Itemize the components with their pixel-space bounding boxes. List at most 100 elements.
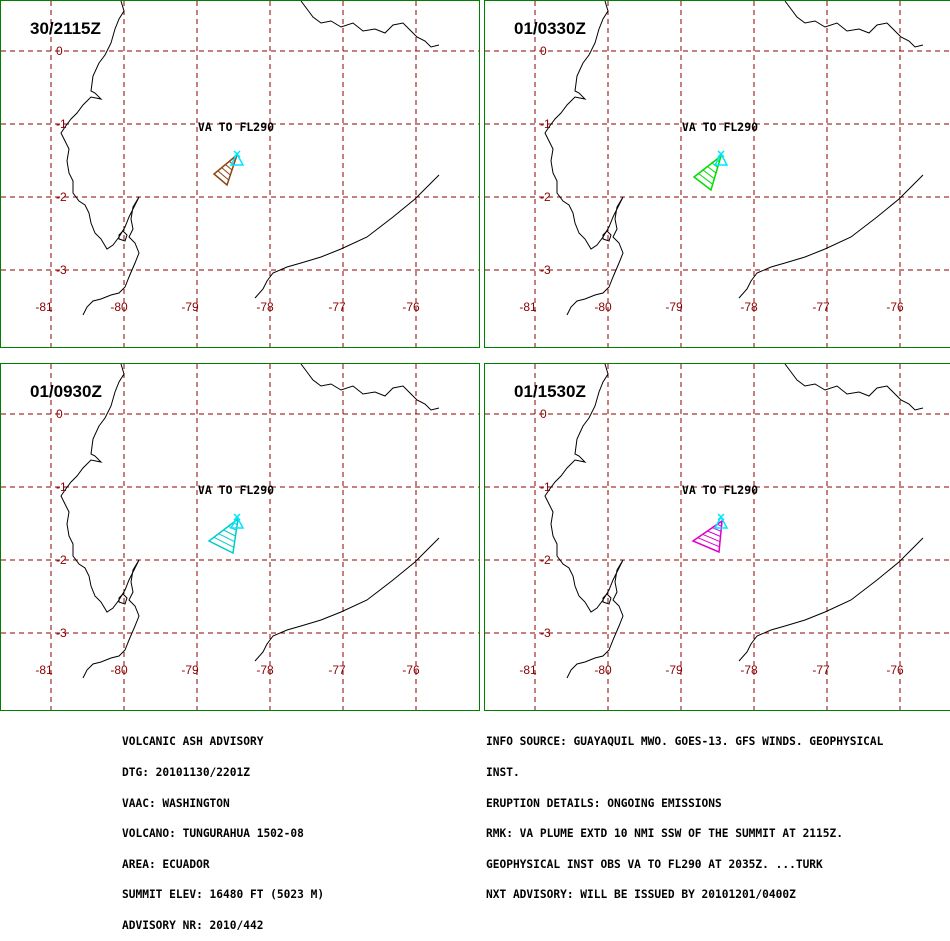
plume-level-label: VA TO FL290	[682, 120, 758, 134]
vent-x-mark	[717, 150, 725, 158]
lat-tick-label: 0	[56, 407, 63, 421]
vent-x-mark	[233, 513, 241, 521]
plume-level-label: VA TO FL290	[682, 483, 758, 497]
coastline-ecuador	[544, 364, 624, 679]
lat-tick-label: -1	[56, 117, 67, 131]
border-line	[738, 174, 924, 299]
lon-tick-label: -76	[402, 300, 420, 314]
map-canvas: 0 -1 -2 -3 -81 -80 -79 -78 -77 -76 VA TO FL290	[1, 364, 479, 710]
lon-tick-label: -78	[740, 300, 758, 314]
coastline-ecuador	[60, 364, 140, 679]
island	[602, 230, 612, 242]
advisory-line: DTG: 20101130/2201Z	[122, 766, 250, 779]
lon-tick-label: -81	[519, 663, 537, 677]
lon-tick-label: -80	[594, 663, 612, 677]
plume-hatch	[213, 536, 235, 548]
plume-hatch	[698, 173, 713, 185]
lon-tick-label: -77	[812, 663, 830, 677]
map-canvas: 0 -1 -2 -3 -81 -80 -79 -78 -77 -76 VA TO FL290	[485, 1, 950, 347]
map-canvas: 0 -1 -2 -3 -81 -80 -79 -78 -77 -76 VA TO FL290	[485, 364, 950, 710]
border-line	[738, 537, 924, 662]
plume-hatch	[223, 529, 236, 537]
vent-x-mark	[233, 150, 241, 158]
advisory-line: INFO SOURCE: GUAYAQUIL MWO. GOES-13. GFS…	[486, 735, 884, 749]
lon-tick-label: -76	[402, 663, 420, 677]
lat-tick-label: -3	[540, 626, 551, 640]
plume-hatch	[702, 533, 721, 543]
lon-tick-label: -77	[328, 663, 346, 677]
plume-level-label: VA TO FL290	[198, 483, 274, 497]
advisory-line: SUMMIT ELEV: 16480 FT (5023 M)	[122, 888, 325, 902]
volcano-vent-icon	[229, 515, 245, 529]
border-line	[254, 537, 440, 662]
plume-hatch	[697, 537, 720, 548]
lon-tick-label: -79	[181, 663, 199, 677]
coastline-north	[300, 364, 440, 411]
lat-tick-label: -1	[540, 480, 551, 494]
advisory-line: VOLCANIC ASH ADVISORY	[122, 735, 264, 749]
map-canvas: 0 -1 -2 -3 -81 -80 -79 -78 -77 -76 VA TO FL290	[1, 1, 479, 347]
coastline-north	[784, 1, 924, 48]
volcano-vent-icon	[713, 515, 729, 529]
lon-tick-label: -81	[35, 663, 53, 677]
map-panel-1: 0 -1 -2 -3 -81 -80 -79 -78 -77 -76 VA TO FL290 30/…	[0, 0, 480, 348]
panel-time-label: 01/1530Z	[514, 382, 586, 401]
map-panel-3: 0 -1 -2 -3 -81 -80 -79 -78 -77 -76 VA TO FL290 01/…	[0, 363, 480, 711]
plume-hatch	[225, 164, 233, 171]
volcano-vent-icon	[229, 152, 245, 166]
advisory-line: NXT ADVISORY: WILL BE ISSUED BY 20101201…	[486, 888, 796, 902]
panel-time-label: 01/0330Z	[514, 19, 586, 38]
island	[118, 230, 128, 242]
plume-hatch	[218, 533, 235, 543]
lat-tick-label: -3	[56, 263, 67, 277]
advisory-line: ERUPTION DETAILS: ONGOING EMISSIONS	[486, 796, 722, 810]
lon-tick-label: -80	[594, 300, 612, 314]
advisory-line: ADVISORY NR: 2010/442	[122, 918, 264, 932]
lon-tick-label: -76	[886, 663, 904, 677]
lat-tick-label: 0	[540, 44, 547, 58]
lon-tick-label: -79	[665, 300, 683, 314]
plume-hatch	[702, 169, 715, 180]
plume-hatch	[217, 170, 229, 181]
vent-x-mark	[717, 513, 725, 521]
advisory-line: VOLCANO: TUNGURAHUA 1502-08	[122, 827, 304, 841]
plume-hatch	[712, 527, 722, 532]
lat-tick-label: -1	[540, 117, 551, 131]
coastline-ecuador	[544, 1, 624, 316]
lon-tick-label: -77	[328, 300, 346, 314]
advisory-details-right: INFO SOURCE: GUAYAQUIL MWO. GOES-13. GFS…	[486, 717, 883, 911]
lat-tick-label: 0	[56, 44, 63, 58]
advisory-line: INST.	[486, 766, 520, 779]
lon-tick-label: -78	[256, 663, 274, 677]
coastline-north	[784, 364, 924, 411]
coastline-north	[300, 1, 440, 48]
advisory-header-left: VOLCANIC ASH ADVISORY DTG: 20101130/2201…	[122, 717, 324, 941]
volcano-vent-icon	[713, 152, 729, 166]
lon-tick-label: -79	[181, 300, 199, 314]
lat-tick-label: -2	[540, 190, 551, 204]
lon-tick-label: -78	[740, 663, 758, 677]
advisory-line: VAAC: WASHINGTON	[122, 796, 230, 810]
lon-tick-label: -81	[519, 300, 537, 314]
map-panel-4: 0 -1 -2 -3 -81 -80 -79 -78 -77 -76 VA TO FL290 01/…	[484, 363, 950, 711]
lat-tick-label: 0	[540, 407, 547, 421]
lon-tick-label: -79	[665, 663, 683, 677]
lon-tick-label: -80	[110, 300, 128, 314]
island	[118, 593, 128, 605]
map-panel-2: 0 -1 -2 -3 -81 -80 -79 -78 -77 -76 VA TO FL290 01/…	[484, 0, 950, 348]
panel-time-label: 01/0930Z	[30, 382, 102, 401]
plume-hatch	[716, 523, 722, 527]
border-line	[254, 174, 440, 299]
coastline-ecuador	[60, 1, 140, 316]
plume-hatch	[221, 167, 231, 176]
advisory-line: RMK: VA PLUME EXTD 10 NMI SSW OF THE SUM…	[486, 827, 843, 841]
lon-tick-label: -81	[35, 300, 53, 314]
lon-tick-label: -76	[886, 300, 904, 314]
advisory-line: AREA: ECUADOR	[122, 857, 210, 871]
lat-tick-label: -2	[56, 190, 67, 204]
lat-tick-label: -3	[56, 626, 67, 640]
island	[602, 593, 612, 605]
plume-hatch	[707, 530, 721, 537]
lat-tick-label: -1	[56, 480, 67, 494]
plume-level-label: VA TO FL290	[198, 120, 274, 134]
